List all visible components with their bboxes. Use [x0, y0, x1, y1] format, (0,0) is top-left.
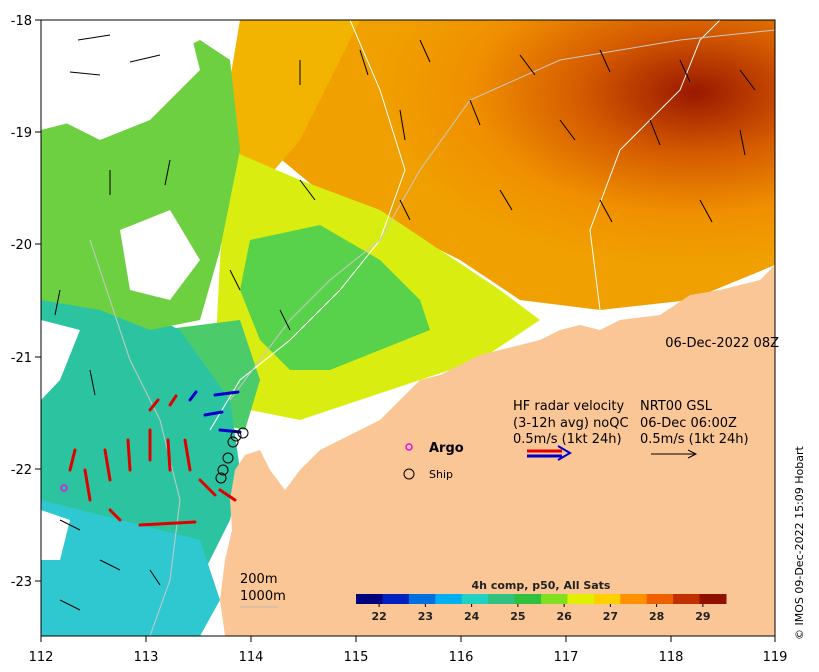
green-water-region [240, 225, 430, 370]
warm-water-region [240, 20, 775, 310]
hf-radar-scale: 0.5m/s (1kt 24h) [513, 432, 622, 447]
y-axis: -18 -19 -20 -21 -22 -23 [11, 14, 41, 590]
isobath-200m [209, 20, 406, 431]
colorbar-swatch [382, 594, 410, 604]
x-axis: 112 113 114 115 116 117 118 119 [29, 636, 788, 665]
colorbar-swatch [541, 594, 568, 604]
colorbar-swatch [673, 594, 701, 604]
colorbar-tick-label: 28 [649, 610, 664, 623]
y-tick-21: -21 [11, 351, 32, 366]
colorbar-swatch [461, 594, 489, 604]
hf-radar-subtitle: (3-12h avg) noQC [513, 416, 629, 431]
isobath-label-1000m: 1000m [240, 589, 286, 604]
colorbar-swatch [646, 594, 674, 604]
x-tick-116: 116 [449, 650, 474, 665]
x-tick-118: 118 [659, 650, 684, 665]
y-tick-18: -18 [11, 14, 32, 29]
date-label: 06-Dec-2022 08Z [665, 336, 779, 351]
x-tick-112: 112 [29, 650, 54, 665]
nrt-scale: 0.5m/s (1kt 24h) [640, 432, 749, 447]
colorbar-tick-label: 22 [371, 610, 386, 623]
colorbar-title: 4h comp, p50, All Sats [472, 579, 611, 592]
coast-contour [229, 29, 775, 401]
ship-label: Ship [429, 468, 453, 481]
x-tick-113: 113 [134, 650, 159, 665]
x-tick-115: 115 [344, 650, 369, 665]
argo-float-marker [60, 484, 68, 492]
colorbar-tick-label: 24 [464, 610, 480, 623]
colorbar-tick-label: 27 [603, 610, 618, 623]
ship-legend-marker [403, 468, 415, 480]
colorbar-swatch [514, 594, 542, 604]
argo-legend-marker [405, 443, 413, 451]
y-tick-23: -23 [11, 575, 32, 590]
ship-track [215, 427, 249, 484]
hf-radar-arrows [68, 390, 242, 527]
colorbar-swatch [620, 594, 648, 604]
nrt-title: NRT00 GSL [640, 399, 713, 414]
plot-frame [40, 19, 776, 637]
colorbar-swatch [356, 594, 383, 604]
copyright-text: © IMOS 09-Dec-2022 15:09 Hobart [793, 446, 806, 640]
mid-water-region [220, 20, 360, 200]
colorbar-tick-label: 23 [418, 610, 433, 623]
colorbar-tick-label: 25 [510, 610, 525, 623]
copyright-note: © IMOS 09-Dec-2022 15:09 Hobart [793, 0, 813, 672]
no-data-holes [41, 20, 200, 560]
y-tick-22: -22 [11, 463, 32, 478]
colorbar-swatch [567, 594, 595, 604]
coast-contour-2 [89, 239, 181, 636]
isobath-label-200m: 200m [240, 572, 277, 587]
land-mass [220, 265, 775, 636]
x-tick-114: 114 [239, 650, 264, 665]
nrt-scale-arrow [651, 449, 698, 459]
nrt-subtitle: 06-Dec 06:00Z [640, 416, 737, 431]
colorbar-swatch [699, 594, 727, 604]
colorbar-swatch [435, 594, 463, 604]
colorbar-swatch [593, 594, 621, 604]
colorbar-swatch [408, 594, 436, 604]
map-plot-area [41, 20, 775, 636]
hf-radar-title: HF radar velocity [513, 399, 625, 414]
colorbar-tick-label: 26 [556, 610, 572, 623]
y-tick-19: -19 [11, 126, 32, 141]
colorbar [356, 594, 727, 604]
x-tick-119: 119 [763, 650, 788, 665]
y-tick-20: -20 [11, 238, 32, 253]
colorbar-ticks: 22 23 24 25 26 27 28 29 [371, 604, 711, 623]
nrt-current-arrows [54, 34, 756, 611]
colorbar-tick-label: 29 [695, 610, 710, 623]
x-tick-117: 117 [554, 650, 579, 665]
hf-radar-scale-arrow [527, 445, 572, 461]
colorbar-swatch [488, 594, 516, 604]
argo-label: Argo [429, 441, 464, 456]
